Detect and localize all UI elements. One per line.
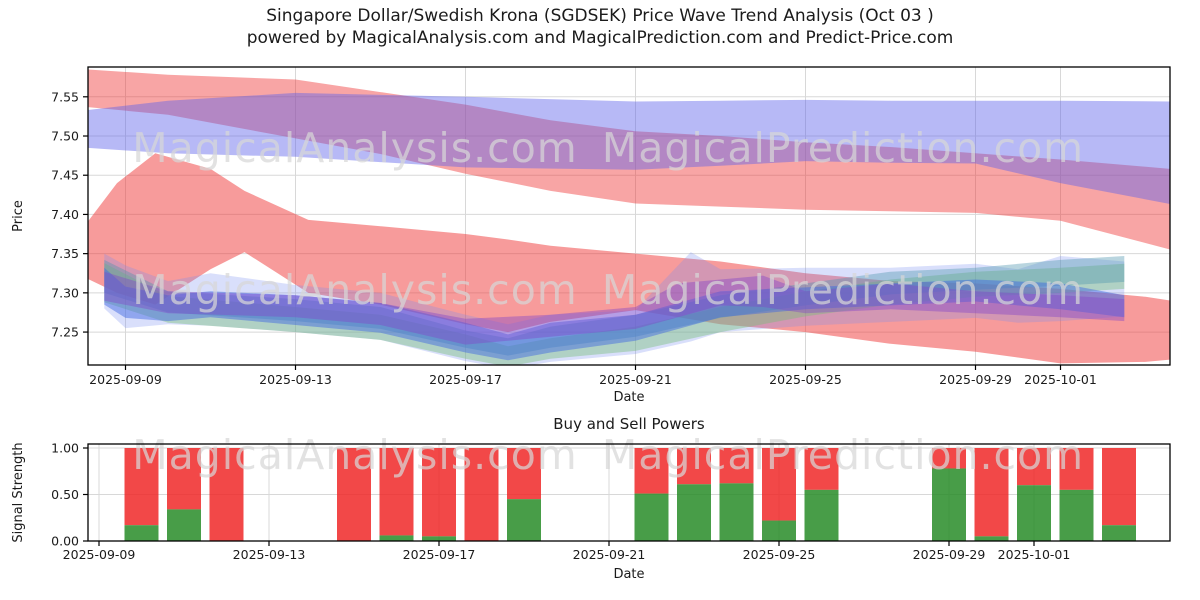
watermark-magicalprediction: MagicalPrediction.com [602, 124, 1084, 172]
sell-power-bar [124, 447, 159, 526]
cluster-green-band [104, 263, 1125, 365]
xtick-label: 2025-09-13 [233, 547, 306, 562]
cluster-violet-band [104, 271, 1125, 345]
sell-power-bar [974, 447, 1009, 537]
watermark-magicalanalysis: MagicalAnalysis.com [132, 124, 578, 172]
plot-border [87, 443, 1171, 542]
ytick-label: 7.55 [51, 89, 79, 104]
page-title-line1: Singapore Dollar/Swedish Krona (SGDSEK) … [266, 6, 934, 26]
xtick-label: 2025-09-09 [63, 547, 136, 562]
buy-power-bar [1017, 485, 1051, 541]
band-layer [88, 69, 1170, 365]
buy-power-bar [804, 489, 839, 541]
xtick-label: 2025-09-25 [769, 372, 842, 387]
page-title: Singapore Dollar/Swedish Krona (SGDSEK) … [0, 5, 1200, 49]
sell-power-bar [677, 447, 711, 485]
sell-power-bar [1059, 447, 1094, 490]
buy-power-bar [167, 509, 201, 541]
ytick-label: 7.30 [51, 285, 79, 300]
sell-power-bar [507, 447, 541, 500]
ytick-label: 7.45 [51, 168, 79, 183]
cluster-envelope-band [104, 252, 1125, 365]
xtick-label: 2025-09-09 [89, 372, 162, 387]
ytick-label: 7.40 [51, 207, 79, 222]
xtick-label: 2025-09-17 [429, 372, 502, 387]
xtick-label: 2025-10-01 [998, 547, 1071, 562]
buy-power-bar [422, 536, 456, 541]
sell-power-bar [379, 447, 414, 536]
ytick-label: 1.00 [51, 440, 79, 455]
x-axis-label: Date [613, 567, 644, 582]
buy-power-bar [1102, 525, 1136, 541]
sell-power-bar [1102, 447, 1136, 526]
buy-power-bar [762, 520, 796, 541]
y-axis-label: Signal Strength [11, 442, 26, 542]
ytick-label: 0.50 [51, 487, 79, 502]
mid-red-wave-band [88, 153, 1170, 364]
buy-power-bar [379, 535, 414, 541]
sell-power-bar [422, 447, 456, 537]
upper-red-forecast-band [88, 69, 1170, 250]
y-axis-label: Price [11, 200, 26, 232]
x-axis-label: Date [613, 390, 644, 405]
xtick-label: 2025-09-29 [939, 372, 1012, 387]
xtick-label: 2025-09-29 [913, 547, 986, 562]
cluster-blue-band [104, 267, 1125, 361]
buy-power-bar [124, 525, 159, 541]
sell-power-bar [719, 447, 754, 484]
sell-power-bar [1017, 447, 1051, 486]
sell-power-bar [634, 447, 669, 494]
ytick-label: 0.00 [51, 534, 79, 549]
watermark-magicalprediction: MagicalPrediction.com [602, 431, 1084, 479]
sell-power-bar [337, 447, 371, 541]
buy-power-bar [634, 493, 669, 541]
cluster-teal-band [104, 256, 1125, 356]
sell-power-bar [804, 447, 839, 490]
sell-power-bar [762, 447, 796, 521]
bottom-chart-title: Buy and Sell Powers [553, 415, 705, 433]
page-title-line2: powered by MagicalAnalysis.com and Magic… [246, 28, 954, 48]
bar-layer [124, 447, 1136, 541]
watermark-magicalanalysis: MagicalAnalysis.com [132, 266, 578, 314]
ytick-label: 7.50 [51, 129, 79, 144]
buy-power-bar [719, 483, 754, 541]
xtick-label: 2025-09-21 [599, 372, 672, 387]
sell-power-bar [209, 447, 244, 541]
plot-border [87, 66, 1171, 366]
watermark-magicalanalysis: MagicalAnalysis.com [132, 431, 578, 479]
buy-power-bar [507, 499, 541, 541]
sell-power-bar [464, 447, 499, 541]
watermark-magicalprediction: MagicalPrediction.com [602, 266, 1084, 314]
xtick-label: 2025-09-25 [743, 547, 816, 562]
xtick-label: 2025-10-01 [1024, 372, 1097, 387]
buy-power-bar [974, 536, 1009, 541]
sell-power-bar [932, 447, 966, 469]
buy-power-bar [1059, 489, 1094, 541]
xtick-label: 2025-09-21 [573, 547, 646, 562]
ytick-label: 7.25 [51, 325, 79, 340]
buy-power-bar [677, 484, 711, 541]
sell-power-bar [167, 447, 201, 510]
upper-blue-forecast-band [88, 92, 1170, 205]
buy-power-bar [932, 468, 966, 541]
xtick-label: 2025-09-13 [259, 372, 332, 387]
xtick-label: 2025-09-17 [403, 547, 476, 562]
ytick-label: 7.35 [51, 246, 79, 261]
